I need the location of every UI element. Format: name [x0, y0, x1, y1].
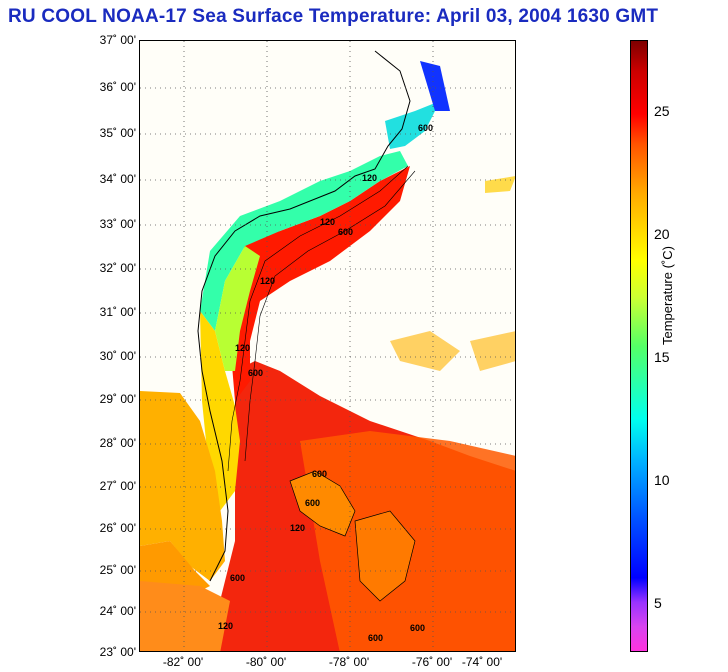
lat-label: 30˚ 00' [99, 349, 136, 363]
lat-label: 26˚ 00' [99, 521, 136, 535]
shelf-water-green [215, 246, 260, 371]
offshore-patch [390, 331, 460, 371]
colorbar-tick: 20 [654, 226, 670, 242]
colorbar-tick: 5 [654, 595, 662, 611]
lon-label: -76˚ 00' [411, 655, 453, 669]
contour-label: 120 [290, 523, 305, 533]
colorbar-tick: 15 [654, 349, 670, 365]
temperature-colorbar [630, 40, 648, 652]
isobath-contour [227, 165, 409, 472]
lon-label: -78˚ 00' [328, 655, 370, 669]
contour-label: 600 [418, 123, 433, 133]
offshore-patch [485, 176, 515, 193]
contour-label: 600 [410, 623, 425, 633]
colorbar-tick: 25 [654, 103, 670, 119]
sst-map-canvas: 120 120 600 120 120 600 600 600 120 600 … [140, 41, 515, 651]
isobath-contour [244, 170, 416, 462]
lon-label: -74˚ 00' [461, 655, 503, 669]
contour-label: 600 [312, 469, 327, 479]
contour-label: 600 [248, 368, 263, 378]
map-title: RU COOL NOAA-17 Sea Surface Temperature:… [8, 6, 659, 27]
bahamas-banks-2 [354, 510, 416, 602]
shelf-water-teal [200, 151, 408, 331]
contour-label: 600 [338, 227, 353, 237]
lat-label: 25˚ 00' [99, 563, 136, 577]
lat-label: 31˚ 00' [99, 305, 136, 319]
lon-label: -82˚ 00' [162, 655, 204, 669]
lat-label: 24˚ 00' [99, 604, 136, 618]
contour-label: 120 [362, 173, 377, 183]
contour-label: 120 [235, 343, 250, 353]
lat-label: 37˚ 00' [99, 33, 136, 47]
contour-label: 120 [320, 217, 335, 227]
us-coastline [197, 50, 411, 582]
map-gridlines [140, 41, 515, 651]
northern-cold-water [420, 61, 450, 111]
lat-label: 29˚ 00' [99, 392, 136, 406]
colorbar-tick: 10 [654, 472, 670, 488]
lat-label: 36˚ 00' [99, 80, 136, 94]
bahamas-banks [289, 470, 356, 537]
northern-cool-water [385, 101, 440, 149]
lat-label: 23˚ 00' [99, 645, 136, 659]
lon-label: -80˚ 00' [245, 655, 287, 669]
contour-label: 120 [218, 621, 233, 631]
contour-label: 600 [305, 498, 320, 508]
florida-peninsula [140, 391, 225, 581]
colorbar-label: Temperature (˚C) [660, 246, 675, 345]
contour-label: 600 [230, 573, 245, 583]
gulf-water [140, 581, 230, 651]
contour-label: 600 [368, 633, 383, 643]
contour-label: 120 [260, 276, 275, 286]
lat-label: 27˚ 00' [99, 479, 136, 493]
lat-label: 28˚ 00' [99, 436, 136, 450]
lat-label: 32˚ 00' [99, 261, 136, 275]
lat-label: 33˚ 00' [99, 217, 136, 231]
offshore-patch [470, 331, 515, 371]
sst-map: 120 120 600 120 120 600 600 600 120 600 … [139, 40, 516, 652]
lat-label: 35˚ 00' [99, 126, 136, 140]
lat-label: 34˚ 00' [99, 172, 136, 186]
